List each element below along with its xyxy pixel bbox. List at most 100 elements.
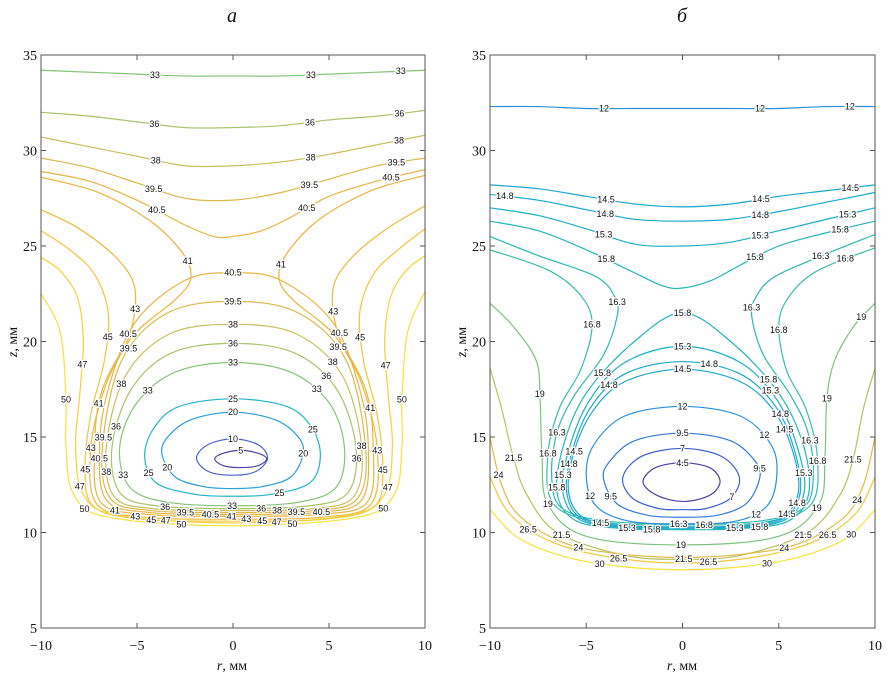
contour-label: 24: [779, 543, 789, 553]
contour-label: 50: [287, 519, 297, 529]
contour-label: 45: [80, 465, 90, 475]
contour-label: 16.3: [608, 297, 626, 307]
contour-line-16.8: [490, 247, 875, 526]
contour-label: 39.5: [388, 157, 406, 167]
contour-label: 33: [118, 470, 128, 480]
contour-label: 21.5: [844, 455, 862, 465]
contour-label: 43: [328, 307, 338, 317]
contour-line-14.8: [565, 360, 802, 529]
contour-label: 14.8: [752, 210, 770, 220]
y-tick-label: 20: [23, 336, 37, 351]
y-axis-unit: , мм: [455, 327, 470, 352]
contour-label: 19: [676, 540, 686, 550]
contour-label: 14.8: [496, 191, 514, 201]
contour-label: 43: [372, 446, 382, 456]
contour-label: 15.3: [839, 209, 857, 219]
contour-line-26.5: [490, 476, 875, 564]
contour-label: 15.3: [674, 341, 692, 351]
contour-line-15.3: [490, 207, 875, 247]
contour-label: 39.5: [288, 507, 306, 517]
contour-label: 15.8: [831, 224, 849, 234]
contour-label: 47: [381, 360, 391, 370]
contour-label: 26.5: [700, 557, 718, 567]
contour-label: 26.5: [610, 553, 628, 563]
contour-label: 33: [143, 385, 153, 395]
contour-line-41: [41, 174, 425, 517]
x-tick-label: 10: [418, 639, 432, 654]
contour-label: 39.5: [329, 342, 347, 352]
contour-line-5: [214, 449, 268, 469]
contour-label: 45: [355, 333, 365, 343]
contour-label: 12: [599, 104, 609, 114]
contour-label: 12: [759, 430, 769, 440]
contour-label: 15.8: [746, 252, 764, 262]
contour-label: 15.3: [618, 523, 636, 533]
y-tick-label: 25: [472, 240, 486, 255]
contour-labels: 4.571214.514.89.515.315.83026.5122421.51…: [492, 100, 867, 570]
contour-line-21.5: [490, 368, 875, 560]
contour-label: 47: [75, 482, 85, 492]
x-axis-unit: , мм: [222, 659, 247, 674]
contour-line-19: [490, 302, 875, 546]
contour-line-7: [621, 447, 741, 511]
y-axis-var: z: [6, 351, 21, 358]
contour-line-15.3: [561, 345, 806, 530]
contour-label: 20: [162, 463, 172, 473]
contour-label: 47: [383, 483, 393, 493]
contour-line-12: [585, 405, 778, 525]
contour-label: 38: [357, 441, 367, 451]
contour-label: 15.3: [795, 468, 813, 478]
contour-line-15.8: [490, 220, 875, 290]
contour-label: 39.5: [145, 184, 163, 194]
contour-label: 33: [150, 70, 160, 80]
contour-label: 9.5: [676, 428, 689, 438]
contour-label: 36: [352, 454, 362, 464]
contour-label: 36: [256, 504, 266, 514]
contour-label: 14.8: [600, 380, 618, 390]
contour-label: 33: [228, 358, 238, 368]
contour-label: 19: [543, 499, 553, 509]
contour-label: 15.3: [726, 523, 744, 533]
contour-label: 50: [61, 395, 71, 405]
contour-label: 15.8: [594, 368, 612, 378]
panel-a-y-axis-label: z, мм: [6, 327, 21, 358]
contour-label: 40.5: [331, 328, 349, 338]
y-tick-label: 35: [23, 49, 37, 64]
contour-lines: [490, 105, 875, 571]
contour-label: 14.5: [776, 424, 794, 434]
panel-a-x-axis-label: r, мм: [217, 659, 247, 674]
y-tick-label: 15: [23, 431, 37, 446]
contour-label: 7: [729, 492, 734, 502]
contour-label: 15.8: [674, 308, 692, 318]
contour-label: 5: [238, 445, 243, 455]
contour-label: 12: [751, 509, 761, 519]
y-tick-label: 5: [30, 622, 37, 637]
contour-label: 38: [394, 135, 404, 145]
contour-label: 24: [852, 495, 862, 505]
contour-line-36: [41, 109, 425, 129]
contour-label: 15.3: [595, 230, 613, 240]
contour-label: 16.3: [801, 435, 819, 445]
contour-line-39.5: [41, 157, 425, 202]
contour-label: 38: [228, 319, 238, 329]
contour-label: 15.8: [751, 522, 769, 532]
contour-label: 14.8: [772, 409, 790, 419]
contour-line-43: [41, 205, 425, 520]
contour-label: 16.3: [548, 428, 566, 438]
x-tick-label: 5: [326, 639, 333, 654]
contour-line-40.5: [41, 169, 425, 239]
contour-label: 21.5: [505, 453, 523, 463]
contour-label: 30: [595, 559, 605, 569]
contour-label: 45: [257, 516, 267, 526]
contour-label: 50: [378, 503, 388, 513]
x-tick-label: −10: [479, 639, 501, 654]
contour-label: 20: [228, 407, 238, 417]
panel-b-title: б: [677, 5, 688, 27]
y-tick-label: 30: [23, 145, 37, 160]
contour-label: 36: [321, 371, 331, 381]
contour-label: 15.8: [760, 375, 778, 385]
contour-label: 45: [378, 465, 388, 475]
x-tick-label: 0: [230, 639, 237, 654]
panel-b-y-axis-label: z, мм: [455, 327, 470, 358]
